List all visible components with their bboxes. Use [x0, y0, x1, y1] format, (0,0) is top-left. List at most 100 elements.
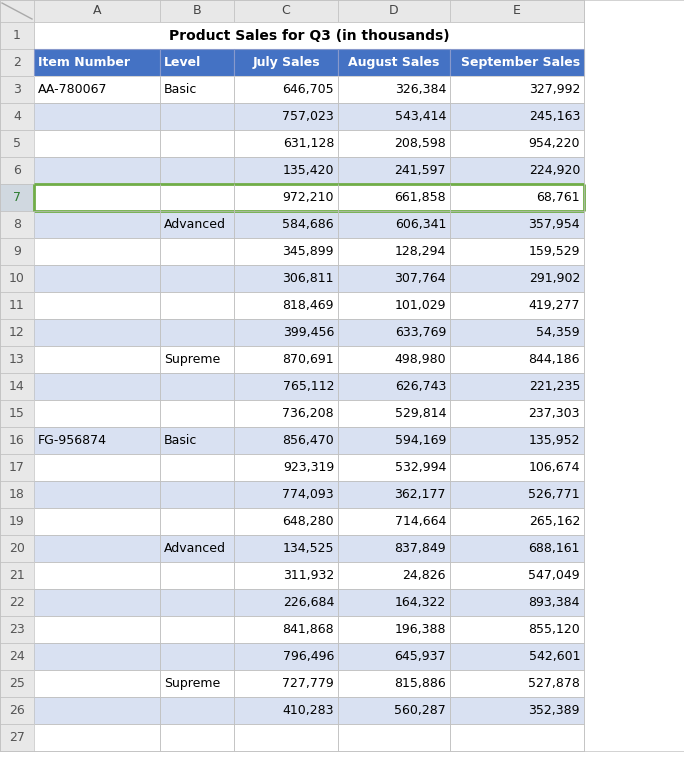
Bar — [338, 670, 450, 697]
Bar — [34, 670, 160, 697]
Bar — [0, 238, 34, 265]
Bar — [160, 265, 234, 292]
Bar — [34, 616, 160, 643]
Text: 399,456: 399,456 — [282, 326, 334, 339]
Bar — [160, 76, 234, 103]
Text: 815,886: 815,886 — [394, 677, 446, 690]
Bar — [450, 670, 584, 697]
Text: 291,902: 291,902 — [529, 272, 580, 285]
Bar — [160, 184, 234, 211]
Text: 543,414: 543,414 — [395, 110, 446, 123]
Text: 10: 10 — [9, 272, 25, 285]
Text: 547,049: 547,049 — [528, 569, 580, 582]
Text: 11: 11 — [9, 299, 25, 312]
Text: 265,162: 265,162 — [529, 515, 580, 528]
Bar — [34, 481, 160, 508]
Text: 727,779: 727,779 — [282, 677, 334, 690]
Bar — [450, 130, 584, 157]
Bar — [0, 427, 34, 454]
Bar — [160, 130, 234, 157]
Bar — [0, 373, 34, 400]
Bar — [234, 238, 338, 265]
Bar — [234, 508, 338, 535]
Text: 134,525: 134,525 — [282, 542, 334, 555]
Text: 106,674: 106,674 — [529, 461, 580, 474]
Text: 765,112: 765,112 — [282, 380, 334, 393]
Text: 352,389: 352,389 — [529, 704, 580, 717]
Bar — [34, 400, 160, 427]
Bar — [34, 346, 160, 373]
Bar — [160, 643, 234, 670]
Bar — [450, 643, 584, 670]
Bar — [0, 22, 34, 49]
Text: 224,920: 224,920 — [529, 164, 580, 177]
Bar — [234, 157, 338, 184]
Text: C: C — [282, 5, 291, 18]
Text: 9: 9 — [13, 245, 21, 258]
Bar — [0, 643, 34, 670]
Bar — [160, 508, 234, 535]
Bar — [338, 427, 450, 454]
Text: 796,496: 796,496 — [282, 650, 334, 663]
Bar — [160, 211, 234, 238]
Text: 26: 26 — [9, 704, 25, 717]
Text: 837,849: 837,849 — [395, 542, 446, 555]
Bar — [450, 562, 584, 589]
Text: 923,319: 923,319 — [282, 461, 334, 474]
Bar — [0, 589, 34, 616]
Bar — [0, 292, 34, 319]
Bar — [160, 346, 234, 373]
Bar — [450, 589, 584, 616]
Bar — [450, 427, 584, 454]
Text: 498,980: 498,980 — [395, 353, 446, 366]
Bar — [338, 697, 450, 724]
Bar — [34, 724, 160, 751]
Bar — [234, 0, 338, 22]
Text: 327,992: 327,992 — [529, 83, 580, 96]
Bar — [34, 373, 160, 400]
Text: 714,664: 714,664 — [395, 515, 446, 528]
Bar — [160, 535, 234, 562]
Text: Supreme: Supreme — [164, 677, 220, 690]
Bar — [450, 697, 584, 724]
Bar — [0, 724, 34, 751]
Bar — [450, 481, 584, 508]
Text: 54,359: 54,359 — [536, 326, 580, 339]
Bar — [34, 535, 160, 562]
Bar — [338, 508, 450, 535]
Bar — [338, 400, 450, 427]
Bar — [338, 535, 450, 562]
Bar — [34, 22, 584, 49]
Bar — [338, 724, 450, 751]
Bar — [34, 49, 160, 76]
Bar — [234, 427, 338, 454]
Bar — [34, 103, 160, 130]
Text: Supreme: Supreme — [164, 353, 220, 366]
Text: 306,811: 306,811 — [282, 272, 334, 285]
Bar — [338, 157, 450, 184]
Text: 128,294: 128,294 — [395, 245, 446, 258]
Bar — [338, 211, 450, 238]
Text: 645,937: 645,937 — [395, 650, 446, 663]
Bar — [450, 76, 584, 103]
Bar — [160, 697, 234, 724]
Text: 661,858: 661,858 — [395, 191, 446, 204]
Bar — [160, 400, 234, 427]
Bar — [450, 265, 584, 292]
Bar — [450, 184, 584, 211]
Text: 19: 19 — [9, 515, 25, 528]
Bar — [338, 373, 450, 400]
Text: Product Sales for Q3 (in thousands): Product Sales for Q3 (in thousands) — [169, 29, 449, 42]
Text: 532,994: 532,994 — [395, 461, 446, 474]
Text: 135,952: 135,952 — [529, 434, 580, 447]
Bar — [34, 319, 160, 346]
Bar — [450, 373, 584, 400]
Bar — [234, 130, 338, 157]
Text: September Sales: September Sales — [461, 56, 580, 69]
Text: 68,761: 68,761 — [536, 191, 580, 204]
Text: 357,954: 357,954 — [528, 218, 580, 231]
Bar — [0, 346, 34, 373]
Text: 4: 4 — [13, 110, 21, 123]
Bar — [234, 400, 338, 427]
Text: 24: 24 — [9, 650, 25, 663]
